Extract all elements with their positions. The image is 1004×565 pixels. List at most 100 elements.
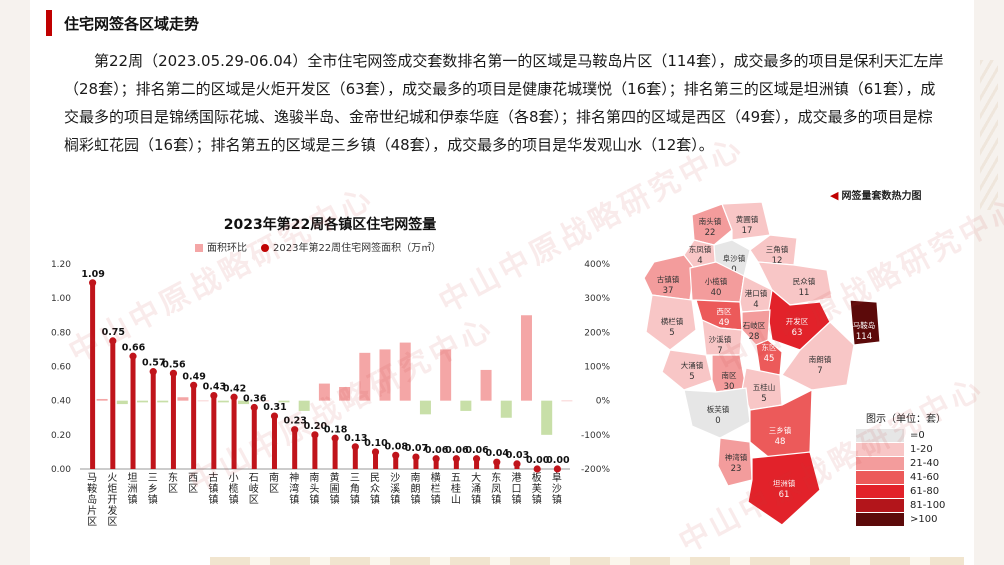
map-region-name: 民众镇: [793, 276, 816, 286]
ratio-bar: [399, 342, 411, 401]
y-tick-left: 0.60: [51, 363, 71, 373]
area-point: [493, 458, 501, 466]
map-region-name: 黄圃镇: [736, 214, 759, 224]
map-region-value: 17: [742, 226, 753, 236]
legend-item-ratio: 面积环比: [195, 239, 247, 254]
data-label: 0.56: [162, 359, 186, 370]
map-region-value: 45: [764, 354, 775, 364]
y-tick-right: 300%: [584, 294, 610, 304]
area-point: [210, 391, 218, 400]
legend-label-area: 2023年第22周住宅网签面积（万㎡）: [273, 243, 442, 254]
map-legend-label: 81-100: [910, 499, 946, 511]
right-frame: [974, 0, 1004, 565]
area-point: [513, 460, 521, 468]
triangle-icon: ◀: [830, 189, 839, 202]
map-legend-swatch: [856, 428, 904, 442]
map-legend-label: 1-20: [910, 443, 933, 455]
area-bar: [271, 416, 277, 469]
map-region-name: 石岐区: [743, 320, 766, 330]
x-tick-label: 东区: [168, 471, 178, 495]
x-tick-label: 南区: [269, 471, 279, 495]
ratio-bar: [217, 400, 229, 403]
ratio-bar: [96, 398, 108, 401]
left-frame: [0, 0, 30, 565]
area-point: [250, 403, 258, 412]
x-tick-label: 东凤镇: [491, 471, 501, 506]
ratio-bar: [379, 349, 391, 401]
map-region-value: 63: [792, 328, 803, 338]
y-tick-left: 0.20: [51, 431, 71, 441]
area-point: [169, 369, 178, 377]
data-label: 0.75: [102, 327, 125, 338]
area-bar: [433, 458, 439, 469]
legend-item-area: 2023年第22周住宅网签面积（万㎡）: [261, 239, 441, 254]
area-point: [129, 352, 137, 360]
area-point: [230, 393, 238, 401]
ratio-bar: [440, 349, 452, 401]
data-label: 0.43: [203, 382, 226, 393]
map-title-text: 网签量套数热力图: [841, 191, 922, 202]
summary-paragraph: 第22周（2023.05.29-06.04）全市住宅网签成交套数排名第一的区域是…: [64, 52, 944, 154]
data-label: 0.36: [243, 394, 267, 405]
area-point: [89, 279, 97, 287]
data-label: 0.04: [486, 448, 510, 459]
map-legend-row: 41-60: [856, 470, 946, 484]
area-point: [190, 381, 198, 389]
map-legend-label: 61-80: [910, 485, 940, 497]
data-label: 0.18: [324, 424, 348, 435]
map-region-value: 61: [779, 490, 790, 500]
area-point: [553, 465, 561, 473]
x-tick-label: 民众镇: [370, 472, 380, 506]
map-legend-row: 1-20: [856, 442, 946, 456]
map-region-name: 小榄镇: [705, 276, 728, 286]
area-bar: [211, 395, 217, 469]
area-point: [149, 368, 157, 376]
x-tick-label: 沙溪镇: [390, 472, 400, 506]
map-legend-title: 图示（单位：套）: [866, 414, 946, 425]
ratio-bar: [137, 400, 149, 403]
data-label: 0.49: [182, 371, 205, 382]
area-bar: [191, 385, 197, 469]
area-point: [311, 431, 319, 439]
map-region-name: 神湾镇: [725, 452, 748, 462]
map-legend-row: 81-100: [856, 498, 946, 512]
map-legend-label: 41-60: [910, 471, 940, 483]
ratio-bar: [500, 400, 512, 418]
map-region-name: 五桂山: [753, 382, 776, 392]
x-tick-label: 五桂山: [451, 473, 461, 506]
ratio-bar: [278, 400, 290, 403]
area-bar: [251, 407, 257, 469]
area-point: [291, 426, 299, 434]
area-bar: [332, 438, 338, 469]
ratio-bar: [197, 400, 209, 402]
map-region-name: 东凤镇: [689, 244, 712, 254]
area-bar: [150, 371, 156, 469]
data-label: 0.07: [405, 443, 428, 454]
y-tick-right: -100%: [581, 431, 610, 441]
bottom-decoration: [210, 557, 964, 565]
area-bar: [231, 397, 237, 469]
map-legend-swatch: [856, 470, 904, 484]
map-region-value: 12: [772, 256, 783, 266]
x-tick-label: 三角镇: [350, 473, 360, 506]
ratio-bar: [561, 400, 573, 402]
data-label: 0.06: [445, 445, 469, 456]
x-tick-label: 西区: [188, 473, 198, 495]
map-region: [691, 203, 733, 246]
map-region-value: 0: [731, 265, 736, 275]
map-region-value: 5: [689, 372, 694, 382]
map-region-value: 23: [731, 464, 742, 474]
x-tick-label: 神湾镇: [289, 471, 299, 506]
area-bar: [373, 451, 379, 469]
data-label: 1.09: [81, 269, 104, 280]
y-tick-left: 1.20: [51, 260, 71, 270]
data-label: 0.42: [223, 383, 246, 394]
title-accent-bar: [46, 10, 52, 36]
y-tick-left: 0.40: [51, 397, 71, 407]
map-region: [721, 201, 771, 241]
area-point: [533, 465, 541, 473]
data-label: 0.00: [526, 455, 550, 466]
map-region-name: 南区: [722, 370, 737, 380]
area-point: [452, 455, 460, 463]
map-region-value: 49: [719, 318, 730, 328]
